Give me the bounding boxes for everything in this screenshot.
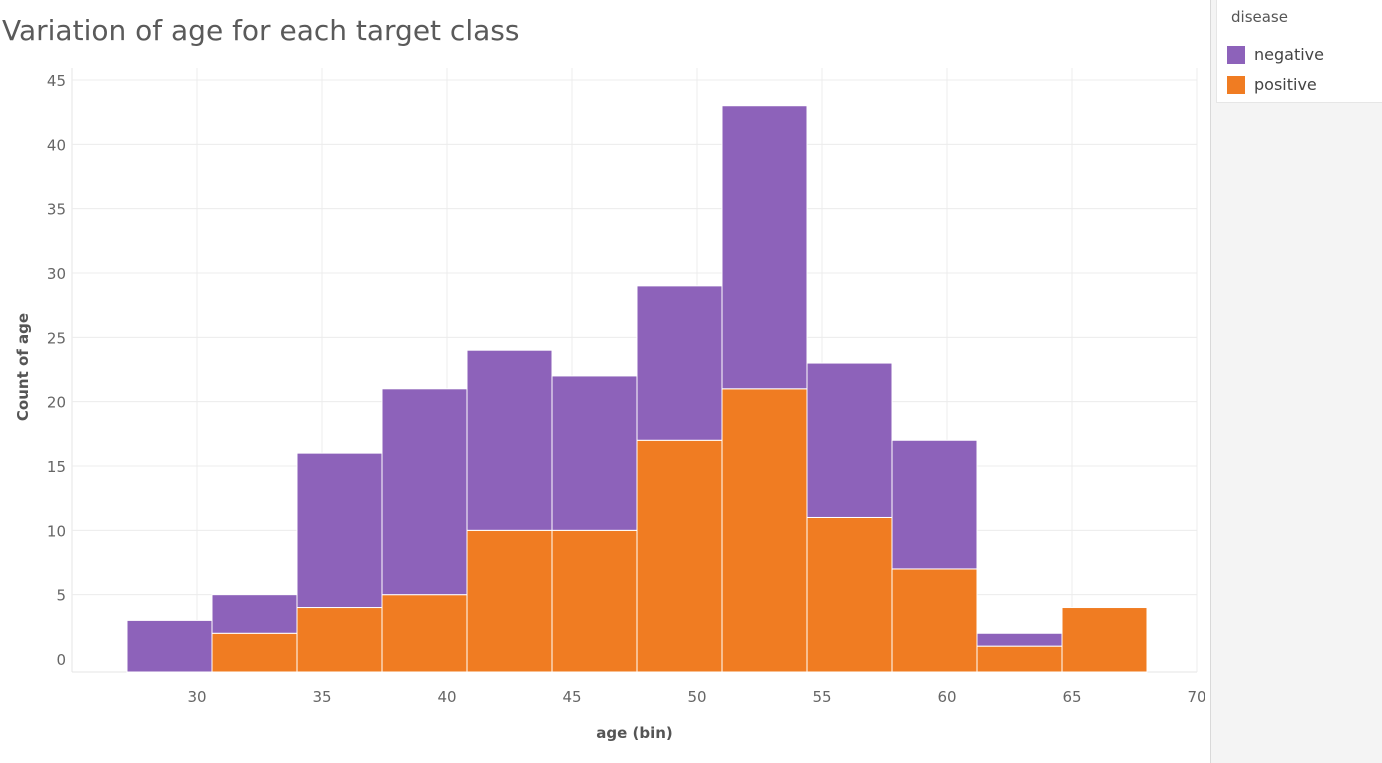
histogram-plot: 0 5 10 15 20 25 30 35 40 45 30 35 40 45 50 55 60 65 70 age … (14, 68, 1205, 742)
bar-positive (466, 529, 553, 673)
y-tick-label: 5 (56, 587, 66, 605)
y-tick-label: 35 (47, 201, 66, 219)
legend-label-negative: negative (1254, 45, 1324, 64)
y-tick-label: 0 (56, 651, 66, 669)
x-tick-label: 45 (562, 688, 581, 706)
bar-negative (211, 594, 298, 634)
legend-item-negative[interactable]: negative (1227, 45, 1324, 64)
legend-swatch-negative (1227, 45, 1245, 64)
x-tick-label: 30 (187, 688, 206, 706)
bar-positive (551, 529, 638, 673)
bar-negative (126, 619, 213, 673)
y-tick-label: 25 (47, 329, 66, 347)
bar-negative (296, 452, 383, 609)
bar-negative (636, 285, 723, 441)
y-axis-label: Count of age (14, 313, 32, 421)
y-tick-label: 40 (47, 136, 66, 154)
bar-negative (381, 388, 468, 596)
bar-negative (806, 362, 893, 518)
bar-negative (976, 632, 1063, 647)
bar-positive (976, 645, 1063, 673)
legend-title: disease (1231, 8, 1288, 26)
bar-positive (1061, 607, 1148, 673)
x-tick-label: 50 (687, 688, 706, 706)
bar-negative (891, 439, 978, 570)
bar-positive (381, 594, 468, 673)
x-tick-label: 55 (812, 688, 831, 706)
x-tick-label: 70 (1187, 688, 1205, 706)
chart-title: Variation of age for each target class (2, 14, 520, 47)
y-tick-label: 45 (47, 72, 66, 90)
y-tick-label: 10 (47, 522, 66, 540)
x-tick-label: 40 (437, 688, 456, 706)
bar-positive (721, 388, 808, 673)
x-axis-label: age (bin) (596, 724, 673, 742)
bar-negative (551, 375, 638, 531)
y-tick-label: 20 (47, 394, 66, 412)
y-tick-label: 30 (47, 265, 66, 283)
legend-label-positive: positive (1254, 75, 1317, 94)
bar-negative (721, 105, 808, 390)
y-tick-label: 15 (47, 458, 66, 476)
bar-negative (466, 349, 553, 531)
legend-swatch-positive (1227, 75, 1245, 94)
bar-positive (211, 632, 298, 673)
x-tick-label: 65 (1062, 688, 1081, 706)
legend: disease negative positive (1216, 0, 1382, 103)
bar-positive (636, 439, 723, 673)
legend-side-panel (1210, 0, 1382, 763)
x-tick-label: 60 (937, 688, 956, 706)
x-tick-label: 35 (312, 688, 331, 706)
bar-positive (891, 568, 978, 673)
legend-item-positive[interactable]: positive (1227, 75, 1317, 94)
bar-positive (296, 607, 383, 673)
bar-positive (806, 516, 893, 673)
